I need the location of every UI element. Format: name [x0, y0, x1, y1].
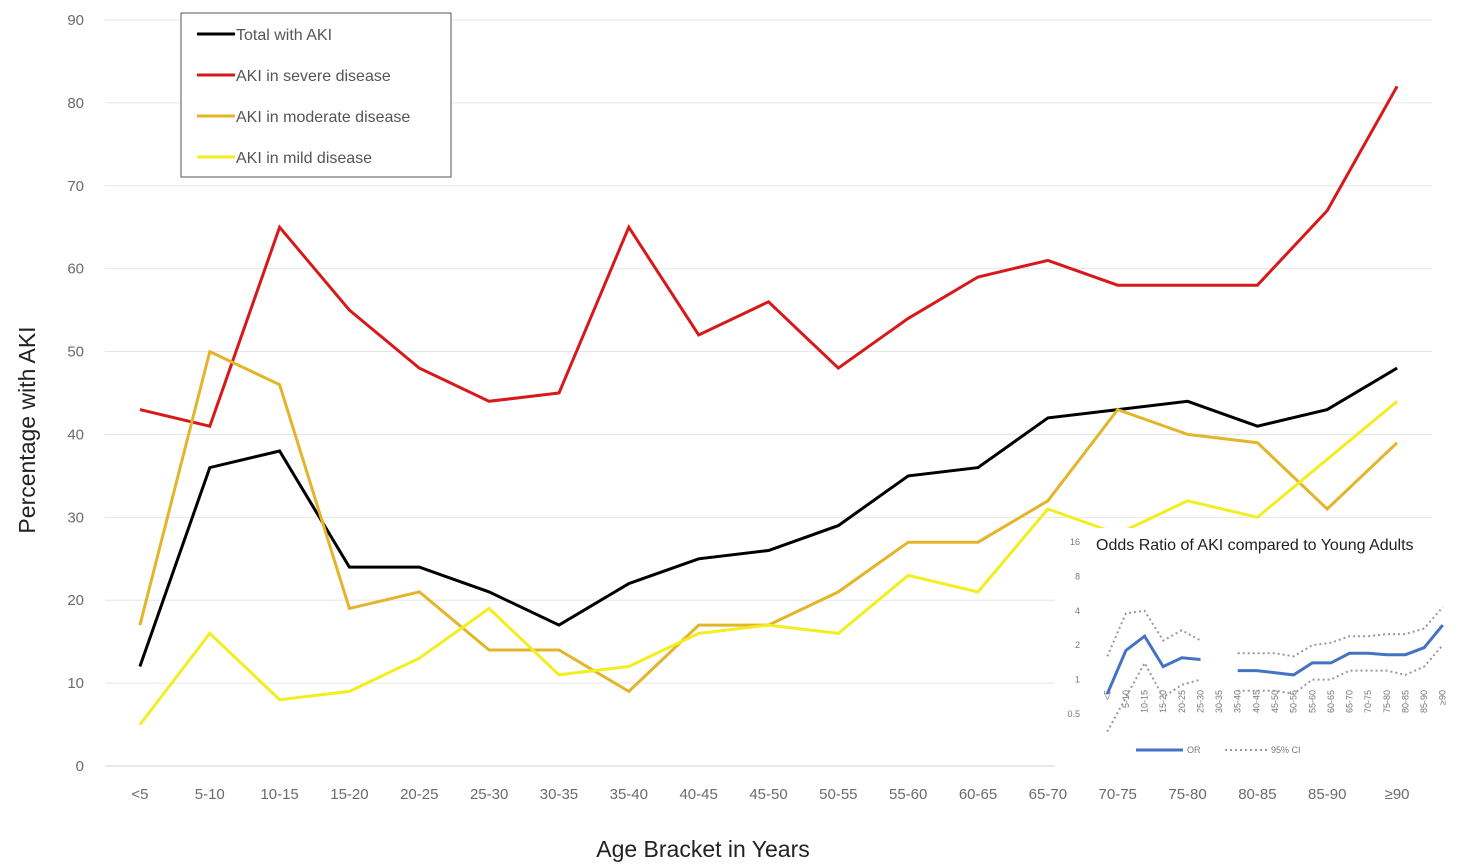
inset-x-tick-label: 85-90: [1419, 690, 1429, 713]
inset-x-tick-label: 80-85: [1400, 690, 1410, 713]
inset-x-tick-label: 15-20: [1158, 690, 1168, 713]
inset-x-tick-label: 35-40: [1233, 690, 1243, 713]
y-tick-label: 80: [67, 95, 84, 112]
y-tick-label: 90: [67, 12, 84, 29]
x-tick-label: 75-80: [1168, 786, 1206, 803]
y-tick-label: 30: [67, 509, 84, 526]
inset-x-tick-label: 30-35: [1214, 690, 1224, 713]
inset-series-line-1: [1237, 606, 1444, 658]
inset-x-tick-label: 65-70: [1345, 690, 1355, 713]
inset-y-tick-label: 4: [1075, 606, 1080, 616]
main-grid: [105, 19, 1432, 767]
x-tick-label: 85-90: [1308, 786, 1346, 803]
inset-background: [1055, 528, 1478, 768]
y-axis-title: Percentage with AKI: [14, 326, 40, 533]
y-tick-label: 40: [67, 426, 84, 443]
x-tick-label: 65-70: [1029, 786, 1067, 803]
inset-x-tick-label: 70-75: [1363, 690, 1373, 713]
x-tick-label: 35-40: [610, 786, 648, 803]
series-line-1: [139, 85, 1399, 428]
series-line-0: [138, 366, 1398, 667]
legend-frame: [180, 12, 452, 178]
inset-y-tick-label: 8: [1075, 571, 1080, 581]
x-tick-label: 55-60: [889, 786, 927, 803]
inset-x-tick-label: 20-25: [1177, 690, 1187, 713]
legend-label: AKI in mild disease: [236, 150, 372, 167]
inset-y-tick-label: 2: [1075, 640, 1080, 650]
inset-x-tick-label: 25-30: [1196, 690, 1206, 713]
inset-y-tick-label: 16: [1070, 537, 1080, 547]
legend-label: Total with AKI: [236, 27, 332, 44]
inset-series-lines: [1105, 606, 1444, 733]
inset-y-tick-label: 0.5: [1067, 709, 1080, 719]
inset-legend-label: OR: [1187, 745, 1201, 755]
y-tick-label: 20: [67, 592, 84, 609]
inset-x-tick-label: 40-45: [1251, 690, 1261, 713]
inset-x-tick-label: 55-60: [1307, 690, 1317, 713]
inset-x-ticks: <5 5-10 10-15 15-20 20-25 25-30 30-35 35-40 40-4…: [1102, 690, 1447, 713]
inset-chart: Odds Ratio of AKI compared to Young Adul…: [1055, 528, 1478, 768]
inset-legend: OR 95% CI: [1136, 745, 1301, 755]
inset-x-tick-label: 45-50: [1270, 690, 1280, 713]
inset-y-ticks: 0.5 1 2 4 8 16: [1067, 537, 1080, 719]
x-tick-label: 45-50: [749, 786, 787, 803]
x-axis-title: Age Bracket in Years: [596, 836, 810, 862]
x-tick-label: 70-75: [1099, 786, 1137, 803]
inset-x-tick-label: 60-65: [1326, 690, 1336, 713]
x-tick-label: 50-55: [819, 786, 857, 803]
x-tick-label: <5: [131, 786, 148, 803]
inset-x-tick-label: <5: [1102, 690, 1112, 700]
legend-label: AKI in moderate disease: [236, 109, 410, 126]
inset-x-tick-label: 75-80: [1382, 690, 1392, 713]
inset-legend-label: 95% CI: [1271, 745, 1301, 755]
x-tick-label: 10-15: [260, 786, 298, 803]
legend-label: AKI in severe disease: [236, 68, 391, 85]
y-tick-label: 50: [67, 344, 84, 361]
x-tick-label: 20-25: [400, 786, 438, 803]
inset-y-tick-label: 1: [1075, 675, 1080, 685]
series-line-3: [138, 400, 1399, 726]
inset-x-tick-label: 5-10: [1121, 690, 1131, 708]
inset-x-tick-label: 50-55: [1289, 690, 1299, 713]
inset-series-line-0: [1105, 634, 1201, 695]
y-tick-label: 0: [76, 758, 84, 775]
x-tick-label: 40-45: [679, 786, 717, 803]
inset-x-tick-label: ≥90: [1438, 690, 1448, 705]
x-tick-label: 15-20: [330, 786, 368, 803]
x-tick-label: 5-10: [195, 786, 225, 803]
inset-title: Odds Ratio of AKI compared to Young Adul…: [1096, 537, 1414, 554]
inset-series-line-0: [1237, 624, 1444, 677]
x-tick-label: 80-85: [1238, 786, 1276, 803]
y-tick-label: 10: [67, 675, 84, 692]
x-tick-label: 25-30: [470, 786, 508, 803]
legend: Total with AKI AKI in severe disease AKI i…: [180, 12, 452, 178]
inset-x-tick-label: 10-15: [1140, 690, 1150, 713]
inset-series-line-1: [1106, 609, 1201, 657]
main-y-ticks: 0 10 20 30 40 50 60 70 80 90: [67, 12, 84, 775]
x-tick-label: 30-35: [540, 786, 578, 803]
x-tick-label: 60-65: [959, 786, 997, 803]
main-series-lines: [138, 85, 1399, 726]
main-x-ticks: <5 5-10 10-15 15-20 20-25 25-30 30-35 35-40 40-4…: [131, 786, 1409, 803]
y-tick-label: 70: [67, 178, 84, 195]
y-tick-label: 60: [67, 261, 84, 278]
x-tick-label: ≥90: [1385, 786, 1410, 803]
